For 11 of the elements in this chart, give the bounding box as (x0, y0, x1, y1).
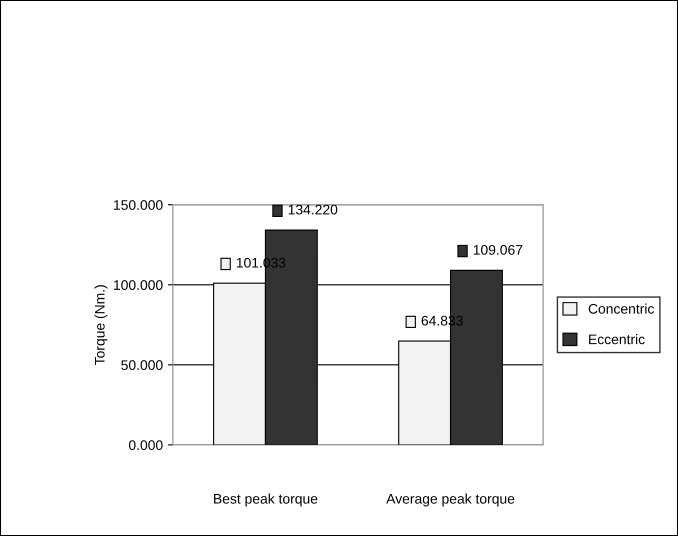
y-tick-label: 150.000 (114, 200, 163, 210)
legend-label: Concentric (588, 304, 654, 314)
y-tick-label: 100.000 (114, 280, 163, 290)
y-tick-label: 50.000 (121, 360, 163, 370)
data-label: 109.067 (474, 244, 522, 255)
x-tick-label: Best peak torque (214, 493, 318, 506)
x-tick-label: Average peak torque (386, 493, 514, 506)
y-axis-title: Torque (Nm.) (94, 285, 108, 366)
legend-label: Eccentric (589, 334, 645, 344)
data-label: 134.220 (288, 204, 338, 215)
y-tick-label: 0.000 (128, 440, 163, 450)
